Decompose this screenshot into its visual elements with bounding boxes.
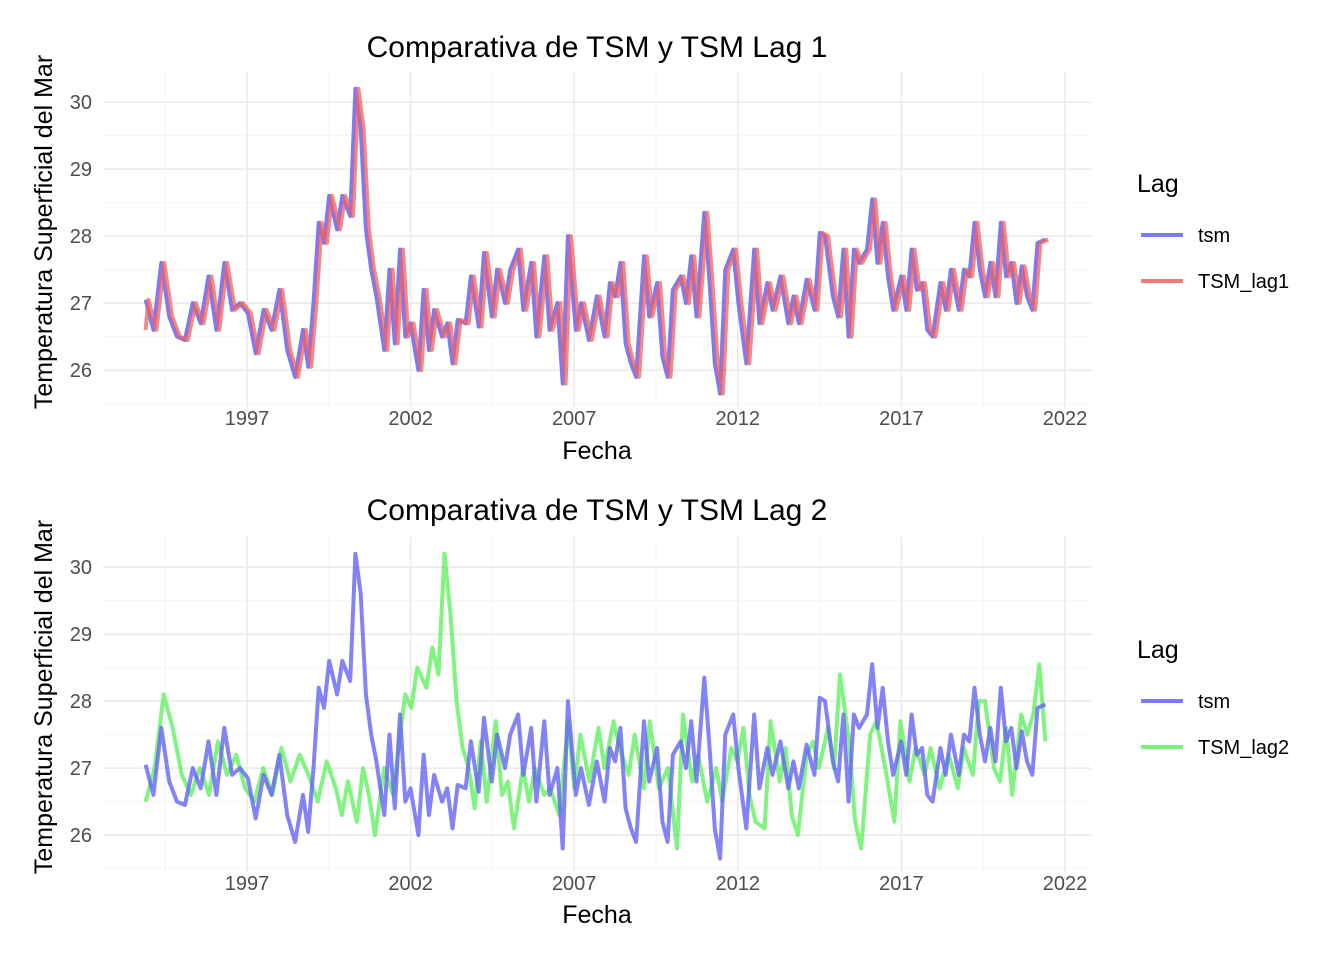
chart-panel-1: Comparativa de TSM y TSM Lag 1 26 27 28 29 3… xyxy=(30,31,1289,465)
y-tick-label: 29 xyxy=(70,624,92,646)
legend-label-lag1-1: TSM_lag1 xyxy=(1198,271,1289,293)
y-axis-title-2: Temperatura Superficial del Mar xyxy=(30,520,58,874)
series-line-tsm-lag2 xyxy=(143,551,1048,851)
x-tick-labels-1: 1997 2002 2007 2012 2017 2022 xyxy=(225,408,1088,430)
y-tick-label: 26 xyxy=(70,360,92,382)
x-axis-title-1: Fecha xyxy=(562,437,632,465)
series-line-tsm-lag1 xyxy=(143,86,1050,396)
y-tick-label: 28 xyxy=(70,691,92,713)
x-tick-label: 2007 xyxy=(552,408,597,430)
series-lines-2 xyxy=(143,551,1048,861)
y-tick-label: 28 xyxy=(70,226,92,248)
grid-1 xyxy=(103,72,1091,407)
x-tick-label: 2022 xyxy=(1043,408,1088,430)
x-tick-label: 2012 xyxy=(716,408,761,430)
legend-label-tsm-1: tsm xyxy=(1198,225,1230,247)
chart-title-1: Comparativa de TSM y TSM Lag 1 xyxy=(367,31,828,64)
series-line-tsm xyxy=(143,551,1047,861)
y-tick-label: 29 xyxy=(70,159,92,181)
x-axis-title-2: Fecha xyxy=(562,901,632,929)
legend-title-2: Lag xyxy=(1137,636,1179,664)
x-tick-label: 1997 xyxy=(225,408,270,430)
legend-2: Lag tsm TSM_lag2 xyxy=(1137,636,1289,759)
chart-title-2: Comparativa de TSM y TSM Lag 2 xyxy=(367,494,828,527)
x-tick-label: 2002 xyxy=(388,873,433,895)
y-tick-labels-1: 26 27 28 29 30 xyxy=(70,92,92,382)
y-tick-label: 26 xyxy=(70,825,92,847)
grid-2 xyxy=(103,537,1091,872)
legend-label-tsm-2: tsm xyxy=(1198,691,1230,713)
legend-label-lag2-2: TSM_lag2 xyxy=(1198,737,1289,759)
series-line-tsm xyxy=(143,86,1047,396)
y-axis-title-1: Temperatura Superficial del Mar xyxy=(30,55,58,409)
x-tick-label: 2012 xyxy=(716,873,761,895)
y-tick-label: 27 xyxy=(70,293,92,315)
y-tick-label: 27 xyxy=(70,758,92,780)
x-tick-label: 2017 xyxy=(879,873,924,895)
series-lines-1 xyxy=(143,86,1050,396)
x-tick-label: 2017 xyxy=(879,408,924,430)
legend-1: Lag tsm TSM_lag1 xyxy=(1137,170,1289,293)
x-tick-label: 2007 xyxy=(552,873,597,895)
y-tick-label: 30 xyxy=(70,92,92,114)
chart-panel-2: Comparativa de TSM y TSM Lag 2 26 27 28 29 3… xyxy=(30,494,1289,929)
x-tick-label: 2002 xyxy=(388,408,433,430)
x-tick-labels-2: 1997 2002 2007 2012 2017 2022 xyxy=(225,873,1088,895)
x-tick-label: 2022 xyxy=(1043,873,1088,895)
x-tick-label: 1997 xyxy=(225,873,270,895)
legend-title-1: Lag xyxy=(1137,170,1179,198)
y-tick-label: 30 xyxy=(70,557,92,579)
y-tick-labels-2: 26 27 28 29 30 xyxy=(70,557,92,847)
